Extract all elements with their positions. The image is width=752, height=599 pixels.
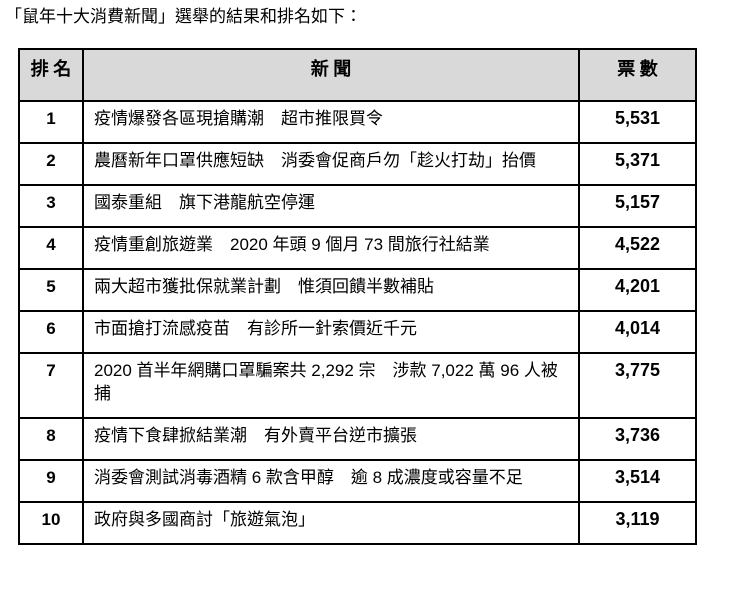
votes-cell: 5,531 bbox=[578, 100, 697, 144]
votes-cell: 3,119 bbox=[578, 501, 697, 545]
rank-cell: 10 bbox=[18, 501, 84, 545]
rank-cell: 2 bbox=[18, 142, 84, 186]
table-row: 2 農曆新年口罩供應短缺 消委會促商戶勿「趁火打劫」抬價 5,371 bbox=[18, 142, 697, 186]
column-header-rank: 排 名 bbox=[18, 48, 84, 102]
table-header-row: 排 名 新 聞 票 數 bbox=[18, 48, 697, 102]
news-cell: 消委會測試消毒酒精 6 款含甲醇 逾 8 成濃度或容量不足 bbox=[82, 459, 580, 503]
news-cell: 2020 首半年網購口罩騙案共 2,292 宗 涉款 7,022 萬 96 人被… bbox=[82, 352, 580, 419]
page-title: 「鼠年十大消費新聞」選舉的結果和排名如下： bbox=[5, 7, 362, 26]
rank-cell: 7 bbox=[18, 352, 84, 419]
news-cell: 農曆新年口罩供應短缺 消委會促商戶勿「趁火打劫」抬價 bbox=[82, 142, 580, 186]
table-row: 8 疫情下食肆掀結業潮 有外賣平台逆市擴張 3,736 bbox=[18, 417, 697, 461]
votes-cell: 4,014 bbox=[578, 310, 697, 354]
news-cell: 疫情下食肆掀結業潮 有外賣平台逆市擴張 bbox=[82, 417, 580, 461]
rank-cell: 4 bbox=[18, 226, 84, 270]
news-cell: 政府與多國商討「旅遊氣泡」 bbox=[82, 501, 580, 545]
news-cell: 市面搶打流感疫苗 有診所一針索價近千元 bbox=[82, 310, 580, 354]
table-row: 9 消委會測試消毒酒精 6 款含甲醇 逾 8 成濃度或容量不足 3,514 bbox=[18, 459, 697, 503]
table-row: 6 市面搶打流感疫苗 有診所一針索價近千元 4,014 bbox=[18, 310, 697, 354]
rank-cell: 8 bbox=[18, 417, 84, 461]
table-row: 4 疫情重創旅遊業 2020 年頭 9 個月 73 間旅行社結業 4,522 bbox=[18, 226, 697, 270]
votes-cell: 3,775 bbox=[578, 352, 697, 419]
column-header-news: 新 聞 bbox=[82, 48, 580, 102]
results-table: 排 名 新 聞 票 數 1 疫情爆發各區現搶購潮 超市推限買令 5,531 2 … bbox=[18, 48, 697, 545]
votes-cell: 5,157 bbox=[578, 184, 697, 228]
votes-cell: 4,522 bbox=[578, 226, 697, 270]
news-cell: 疫情重創旅遊業 2020 年頭 9 個月 73 間旅行社結業 bbox=[82, 226, 580, 270]
news-cell: 國泰重組 旗下港龍航空停運 bbox=[82, 184, 580, 228]
news-cell: 疫情爆發各區現搶購潮 超市推限買令 bbox=[82, 100, 580, 144]
rank-cell: 6 bbox=[18, 310, 84, 354]
table-row: 7 2020 首半年網購口罩騙案共 2,292 宗 涉款 7,022 萬 96 … bbox=[18, 352, 697, 419]
votes-cell: 3,736 bbox=[578, 417, 697, 461]
table-row: 10 政府與多國商討「旅遊氣泡」 3,119 bbox=[18, 501, 697, 545]
rank-cell: 9 bbox=[18, 459, 84, 503]
rank-cell: 1 bbox=[18, 100, 84, 144]
rank-cell: 5 bbox=[18, 268, 84, 312]
table-row: 3 國泰重組 旗下港龍航空停運 5,157 bbox=[18, 184, 697, 228]
table-row: 5 兩大超市獲批保就業計劃 惟須回饋半數補貼 4,201 bbox=[18, 268, 697, 312]
rank-cell: 3 bbox=[18, 184, 84, 228]
votes-cell: 3,514 bbox=[578, 459, 697, 503]
votes-cell: 4,201 bbox=[578, 268, 697, 312]
column-header-votes: 票 數 bbox=[578, 48, 697, 102]
table-row: 1 疫情爆發各區現搶購潮 超市推限買令 5,531 bbox=[18, 100, 697, 144]
votes-cell: 5,371 bbox=[578, 142, 697, 186]
news-cell: 兩大超市獲批保就業計劃 惟須回饋半數補貼 bbox=[82, 268, 580, 312]
